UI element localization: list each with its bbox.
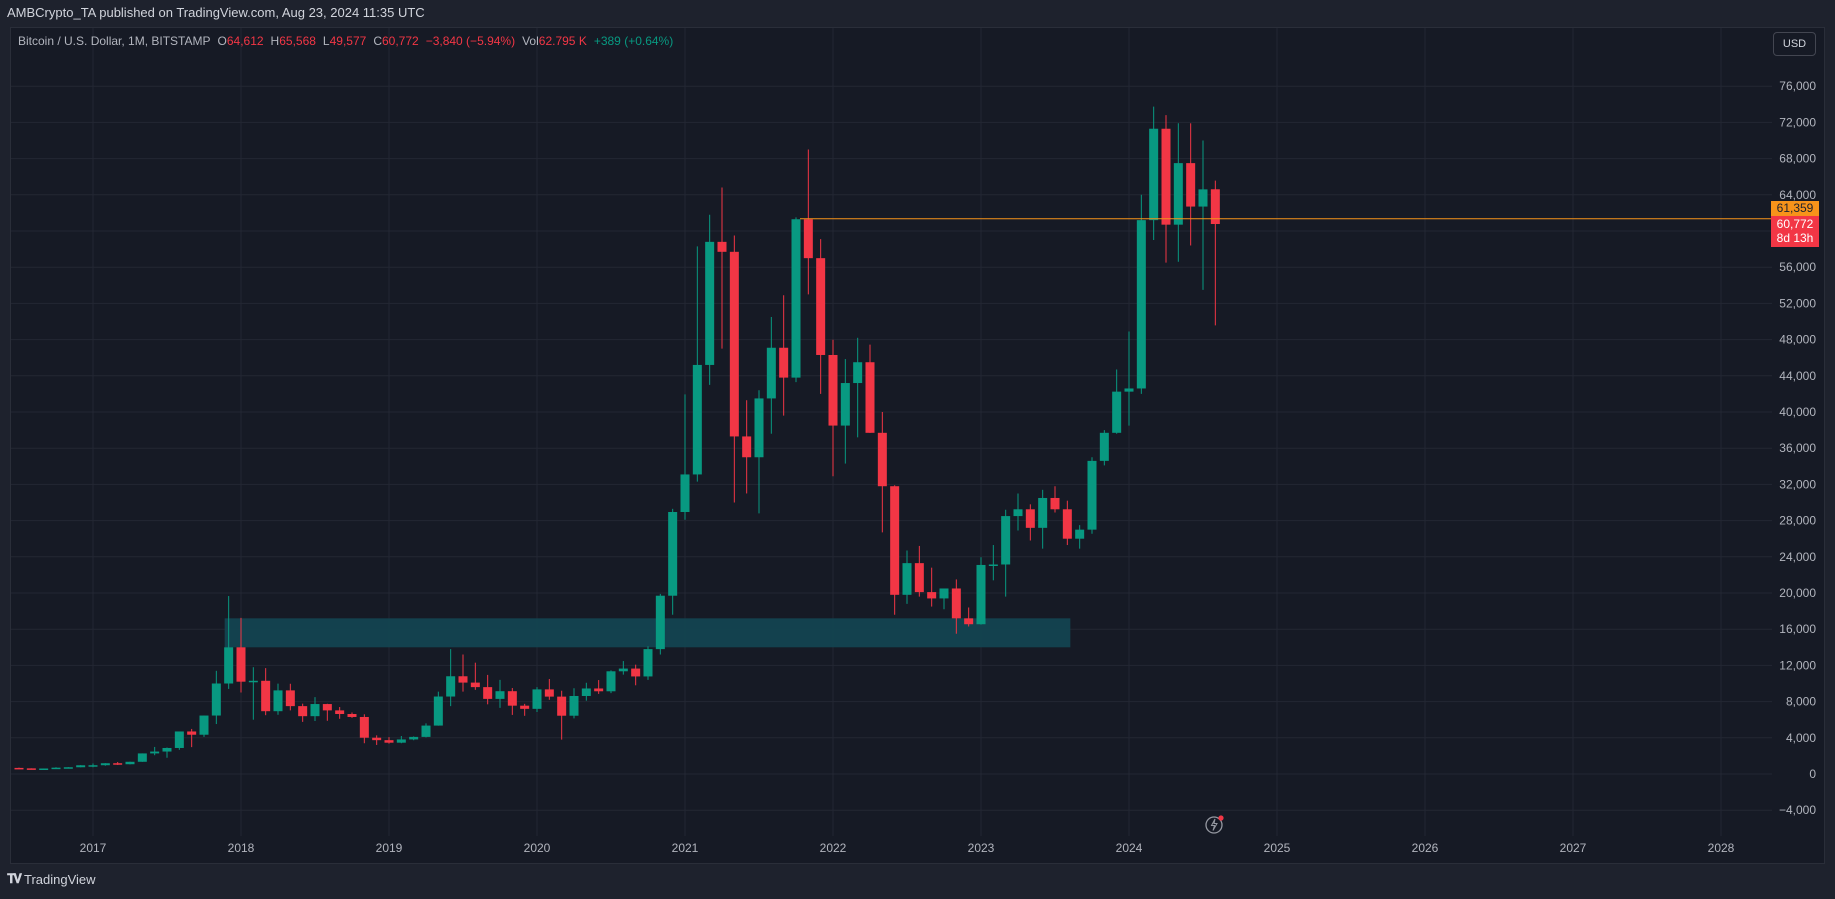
lightning-icon[interactable] (1204, 813, 1226, 835)
change-value: −3,840 (−5.94%) (425, 34, 516, 48)
svg-text:2020: 2020 (524, 841, 551, 855)
svg-text:68,000: 68,000 (1779, 152, 1816, 166)
symbol-legend: Bitcoin / U.S. Dollar, 1M, BITSTAMP O 64,… (18, 34, 673, 48)
low-value: 49,577 (329, 34, 367, 48)
volume-value: 62.795 K (538, 34, 587, 48)
svg-text:36,000: 36,000 (1779, 441, 1816, 455)
tradingview-logo[interactable]: 𝐓𝐕 TradingView (7, 871, 96, 887)
svg-text:48,000: 48,000 (1779, 333, 1816, 347)
grid-lines (11, 28, 1772, 836)
svg-text:12,000: 12,000 (1779, 658, 1816, 672)
svg-text:44,000: 44,000 (1779, 369, 1816, 383)
svg-text:2018: 2018 (228, 841, 255, 855)
svg-text:2026: 2026 (1412, 841, 1439, 855)
last-price-tag: 60,772 8d 13h (1771, 216, 1819, 247)
svg-text:56,000: 56,000 (1779, 260, 1816, 274)
svg-text:2024: 2024 (1116, 841, 1143, 855)
svg-text:32,000: 32,000 (1779, 477, 1816, 491)
price-axis[interactable]: −4,000 0 4,000 8,000 12,000 16,000 20,000 24,00… (1779, 79, 1816, 817)
svg-text:2019: 2019 (376, 841, 403, 855)
high-value: 65,568 (279, 34, 316, 48)
svg-text:2025: 2025 (1264, 841, 1291, 855)
svg-text:76,000: 76,000 (1779, 79, 1816, 93)
svg-text:2021: 2021 (672, 841, 699, 855)
svg-text:2028: 2028 (1708, 841, 1735, 855)
support-zone[interactable] (224, 618, 1071, 648)
svg-text:28,000: 28,000 (1779, 514, 1816, 528)
published-caption: AMBCrypto_TA published on TradingView.co… (7, 5, 425, 20)
last-price-value: 60,772 (1776, 217, 1814, 231)
close-label: C (373, 34, 382, 48)
open-value: 64,612 (226, 34, 264, 48)
volume-label: Vol (522, 34, 539, 48)
svg-text:2023: 2023 (968, 841, 995, 855)
tradingview-logo-icon: 𝐓𝐕 (7, 871, 22, 886)
svg-text:4,000: 4,000 (1786, 731, 1816, 745)
candles (14, 106, 1220, 770)
close-value: 60,772 (381, 34, 419, 48)
symbol-name[interactable]: Bitcoin / U.S. Dollar, 1M, BITSTAMP (18, 34, 211, 48)
svg-text:8,000: 8,000 (1786, 695, 1816, 709)
volume-change: +389 (+0.64%) (593, 34, 674, 48)
open-label: O (217, 34, 227, 48)
svg-text:40,000: 40,000 (1779, 405, 1816, 419)
high-label: H (270, 34, 280, 48)
svg-text:2022: 2022 (820, 841, 847, 855)
level-price-tag: 61,359 (1771, 201, 1819, 216)
svg-text:2027: 2027 (1560, 841, 1587, 855)
svg-text:−4,000: −4,000 (1779, 803, 1816, 817)
svg-text:2017: 2017 (80, 841, 107, 855)
svg-text:52,000: 52,000 (1779, 296, 1816, 310)
currency-button[interactable]: USD (1773, 32, 1816, 56)
svg-text:16,000: 16,000 (1779, 622, 1816, 636)
svg-text:20,000: 20,000 (1779, 586, 1816, 600)
candle-countdown: 8d 13h (1776, 231, 1814, 245)
tradingview-brand: TradingView (24, 871, 96, 887)
svg-text:64,000: 64,000 (1779, 188, 1816, 202)
chart-pane[interactable] (10, 27, 1825, 864)
svg-text:24,000: 24,000 (1779, 550, 1816, 564)
time-axis[interactable]: 2017 2018 2019 2020 2021 2022 2023 2024 2025 2026… (80, 841, 1735, 855)
svg-text:72,000: 72,000 (1779, 115, 1816, 129)
svg-text:0: 0 (1809, 767, 1816, 781)
low-label: L (322, 34, 330, 48)
